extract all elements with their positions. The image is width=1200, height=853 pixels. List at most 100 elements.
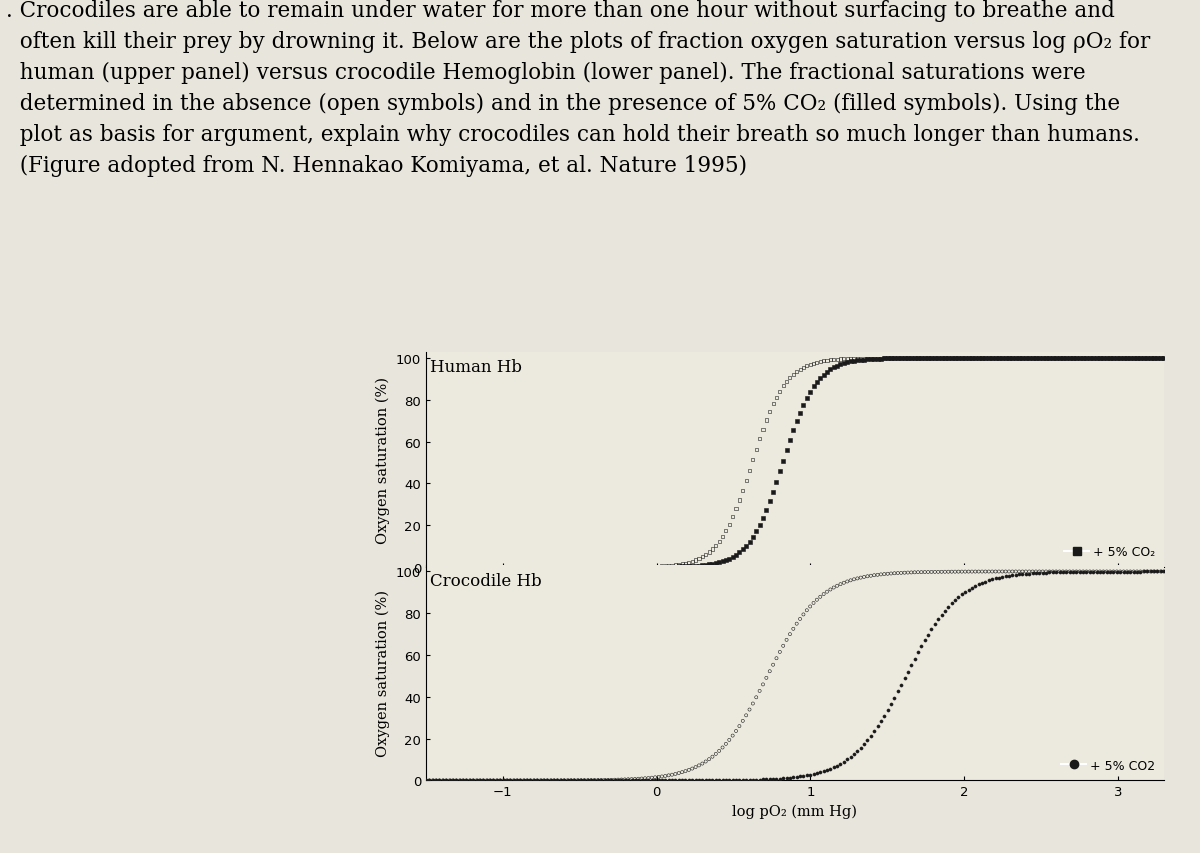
Point [1124, 351, 1144, 365]
Point [983, 573, 1002, 587]
Point [841, 352, 860, 366]
Point [1046, 351, 1066, 365]
Point [618, 773, 637, 786]
Point [942, 596, 961, 610]
Point [608, 773, 628, 786]
Point [794, 608, 814, 622]
Point [524, 774, 544, 787]
Point [962, 351, 982, 365]
Point [901, 659, 920, 672]
Point [1020, 351, 1039, 365]
Point [538, 560, 557, 574]
Point [588, 560, 607, 574]
Point [757, 503, 776, 517]
Point [517, 774, 536, 787]
Point [1057, 566, 1076, 579]
Point [787, 770, 806, 784]
Point [646, 560, 665, 573]
Point [484, 560, 503, 574]
Point [1145, 565, 1164, 578]
Point [1074, 351, 1093, 365]
Point [720, 734, 739, 747]
Point [912, 351, 931, 365]
Point [689, 758, 708, 772]
Point [454, 560, 473, 574]
Point [949, 590, 968, 604]
Point [858, 734, 877, 747]
Point [497, 560, 516, 574]
Point [655, 560, 674, 574]
Point [854, 571, 874, 584]
Point [528, 560, 547, 574]
Point [916, 351, 935, 365]
Point [737, 709, 756, 722]
Point [666, 767, 685, 780]
Point [851, 354, 870, 368]
Point [986, 565, 1006, 578]
Point [662, 774, 682, 787]
Point [666, 560, 685, 574]
Point [1104, 565, 1123, 578]
Point [875, 567, 894, 581]
Point [716, 774, 736, 787]
Point [916, 634, 935, 647]
Point [1076, 351, 1096, 365]
Point [946, 594, 965, 607]
Point [1006, 565, 1025, 578]
Point [1000, 569, 1019, 583]
Point [800, 386, 820, 399]
Point [935, 604, 954, 618]
Point [683, 554, 702, 568]
Text: . Crocodiles are able to remain under water for more than one hour without surfa: . Crocodiles are able to remain under wa… [6, 0, 1151, 177]
Point [972, 565, 991, 578]
Point [1037, 565, 1056, 578]
Point [922, 566, 941, 579]
Point [1067, 565, 1086, 578]
Point [1054, 565, 1073, 578]
Point [726, 724, 745, 738]
Point [932, 608, 952, 622]
Point [582, 774, 601, 787]
Point [1091, 351, 1110, 365]
Point [683, 762, 702, 775]
Point [830, 757, 850, 770]
Point [932, 351, 952, 365]
Point [743, 453, 762, 467]
Point [601, 773, 620, 786]
Point [1091, 566, 1110, 579]
Text: Crocodile Hb: Crocodile Hb [430, 572, 541, 589]
Point [588, 774, 607, 787]
Point [1093, 351, 1112, 365]
Point [480, 774, 499, 787]
Point [692, 757, 712, 770]
Point [655, 774, 674, 787]
Point [1141, 351, 1160, 365]
Point [724, 510, 743, 524]
Point [901, 566, 920, 579]
Point [1114, 565, 1133, 578]
Point [672, 765, 691, 779]
Point [811, 372, 830, 386]
Point [791, 612, 810, 626]
Point [433, 774, 452, 787]
Point [491, 560, 510, 574]
Point [912, 566, 931, 579]
Point [1151, 351, 1170, 365]
Point [551, 560, 570, 574]
Point [794, 769, 814, 783]
Text: Human Hb: Human Hb [430, 359, 522, 375]
Point [584, 560, 604, 574]
Point [1147, 565, 1166, 578]
Point [463, 774, 482, 787]
Point [1000, 351, 1019, 365]
Point [724, 774, 743, 787]
Point [814, 368, 833, 382]
Point [992, 565, 1012, 578]
Point [737, 773, 756, 786]
Point [847, 352, 866, 366]
Point [592, 560, 611, 574]
Point [976, 351, 995, 365]
Point [953, 566, 972, 579]
Point [1128, 565, 1147, 578]
Point [571, 560, 590, 574]
